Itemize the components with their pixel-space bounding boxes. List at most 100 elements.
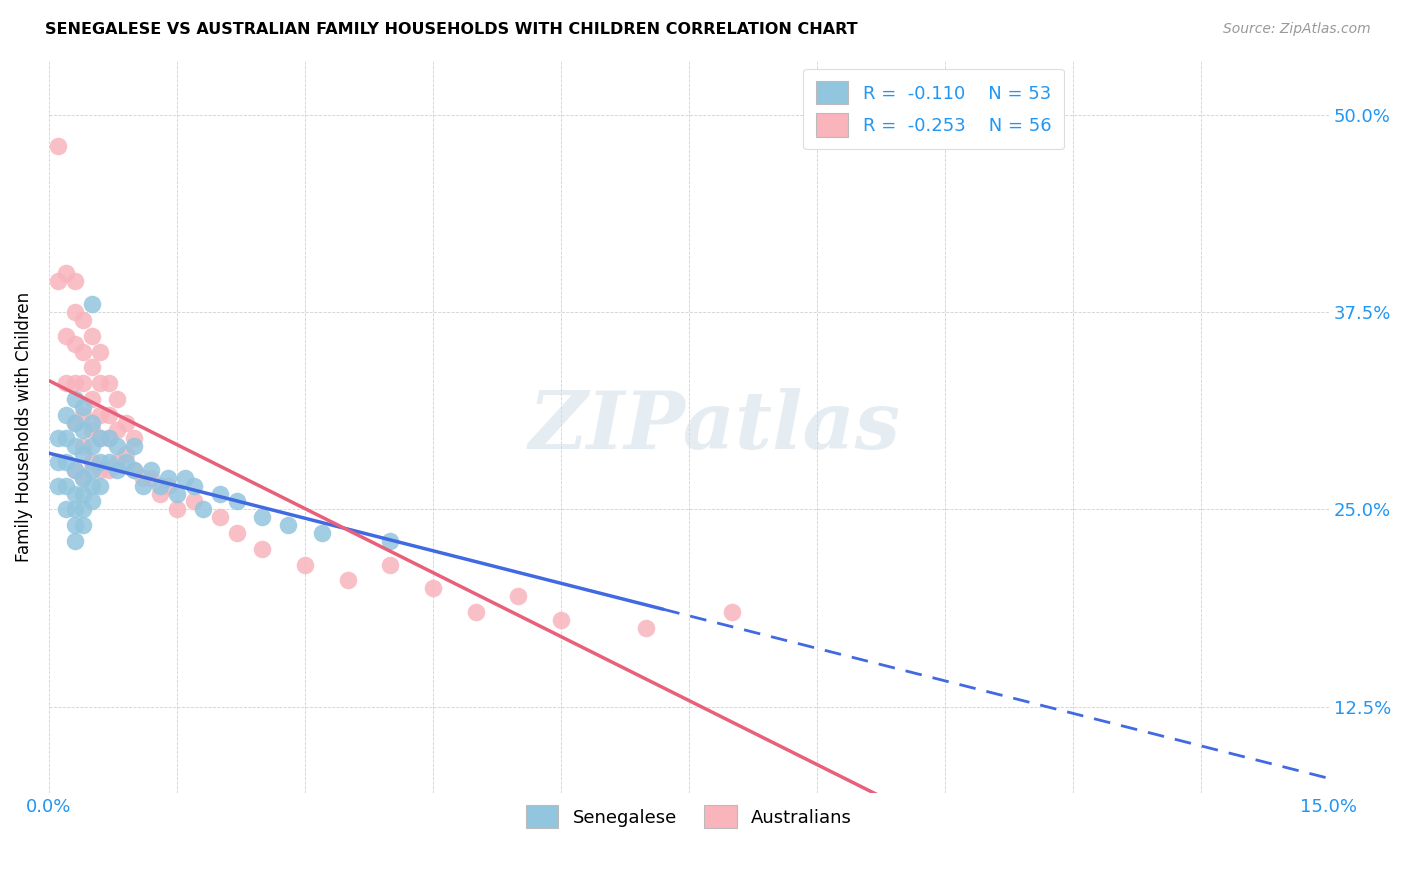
Point xyxy=(311,526,333,541)
Point xyxy=(80,455,103,469)
Point xyxy=(72,471,94,485)
Point xyxy=(174,471,197,485)
Point xyxy=(141,471,163,485)
Point xyxy=(97,431,120,445)
Point xyxy=(97,455,120,469)
Point xyxy=(97,376,120,390)
Point xyxy=(63,416,86,430)
Point xyxy=(80,328,103,343)
Point xyxy=(72,502,94,516)
Point xyxy=(89,408,111,422)
Point xyxy=(208,510,231,524)
Point xyxy=(141,463,163,477)
Point xyxy=(336,574,359,588)
Point xyxy=(80,392,103,406)
Point xyxy=(63,502,86,516)
Point xyxy=(277,518,299,533)
Point xyxy=(422,581,444,595)
Point xyxy=(294,558,316,572)
Point xyxy=(89,478,111,492)
Point xyxy=(89,431,111,445)
Point xyxy=(46,139,69,153)
Point xyxy=(183,478,205,492)
Point xyxy=(63,416,86,430)
Point xyxy=(55,455,77,469)
Point xyxy=(105,463,128,477)
Point xyxy=(124,463,146,477)
Point xyxy=(89,344,111,359)
Point xyxy=(63,376,86,390)
Point xyxy=(80,360,103,375)
Point xyxy=(72,408,94,422)
Point xyxy=(97,431,120,445)
Point xyxy=(80,463,103,477)
Point xyxy=(132,478,155,492)
Point xyxy=(63,439,86,453)
Point xyxy=(72,400,94,414)
Point xyxy=(80,416,103,430)
Point xyxy=(80,424,103,438)
Point xyxy=(132,471,155,485)
Point xyxy=(550,613,572,627)
Y-axis label: Family Households with Children: Family Households with Children xyxy=(15,292,32,562)
Point xyxy=(46,478,69,492)
Point xyxy=(55,502,77,516)
Point xyxy=(55,266,77,280)
Point xyxy=(55,431,77,445)
Point xyxy=(105,455,128,469)
Point xyxy=(89,463,111,477)
Point xyxy=(72,313,94,327)
Point xyxy=(46,455,69,469)
Point xyxy=(105,392,128,406)
Point xyxy=(157,471,180,485)
Point xyxy=(636,621,658,635)
Point xyxy=(63,486,86,500)
Point xyxy=(124,431,146,445)
Point xyxy=(55,376,77,390)
Point xyxy=(55,328,77,343)
Point xyxy=(55,408,77,422)
Point xyxy=(72,486,94,500)
Point xyxy=(80,439,103,453)
Point xyxy=(89,376,111,390)
Point xyxy=(225,526,247,541)
Point xyxy=(80,478,103,492)
Point xyxy=(72,447,94,461)
Point xyxy=(157,478,180,492)
Point xyxy=(105,424,128,438)
Point xyxy=(124,463,146,477)
Point xyxy=(46,431,69,445)
Point xyxy=(380,533,402,548)
Point xyxy=(114,416,136,430)
Point xyxy=(63,463,86,477)
Point xyxy=(149,478,172,492)
Point xyxy=(114,455,136,469)
Point xyxy=(149,486,172,500)
Text: SENEGALESE VS AUSTRALIAN FAMILY HOUSEHOLDS WITH CHILDREN CORRELATION CHART: SENEGALESE VS AUSTRALIAN FAMILY HOUSEHOL… xyxy=(45,22,858,37)
Point xyxy=(225,494,247,508)
Text: ZIPatlas: ZIPatlas xyxy=(529,388,900,466)
Point xyxy=(97,408,120,422)
Text: Source: ZipAtlas.com: Source: ZipAtlas.com xyxy=(1223,22,1371,37)
Point xyxy=(380,558,402,572)
Point xyxy=(166,486,188,500)
Point xyxy=(55,478,77,492)
Point xyxy=(80,494,103,508)
Point xyxy=(63,336,86,351)
Point xyxy=(63,463,86,477)
Point xyxy=(191,502,214,516)
Point xyxy=(63,518,86,533)
Point xyxy=(89,455,111,469)
Point xyxy=(72,424,94,438)
Point xyxy=(252,510,274,524)
Legend: Senegalese, Australians: Senegalese, Australians xyxy=(519,798,859,836)
Point xyxy=(166,502,188,516)
Point xyxy=(97,463,120,477)
Point xyxy=(72,439,94,453)
Point xyxy=(183,494,205,508)
Point xyxy=(508,589,530,603)
Point xyxy=(63,392,86,406)
Point xyxy=(80,297,103,311)
Point xyxy=(63,273,86,287)
Point xyxy=(89,431,111,445)
